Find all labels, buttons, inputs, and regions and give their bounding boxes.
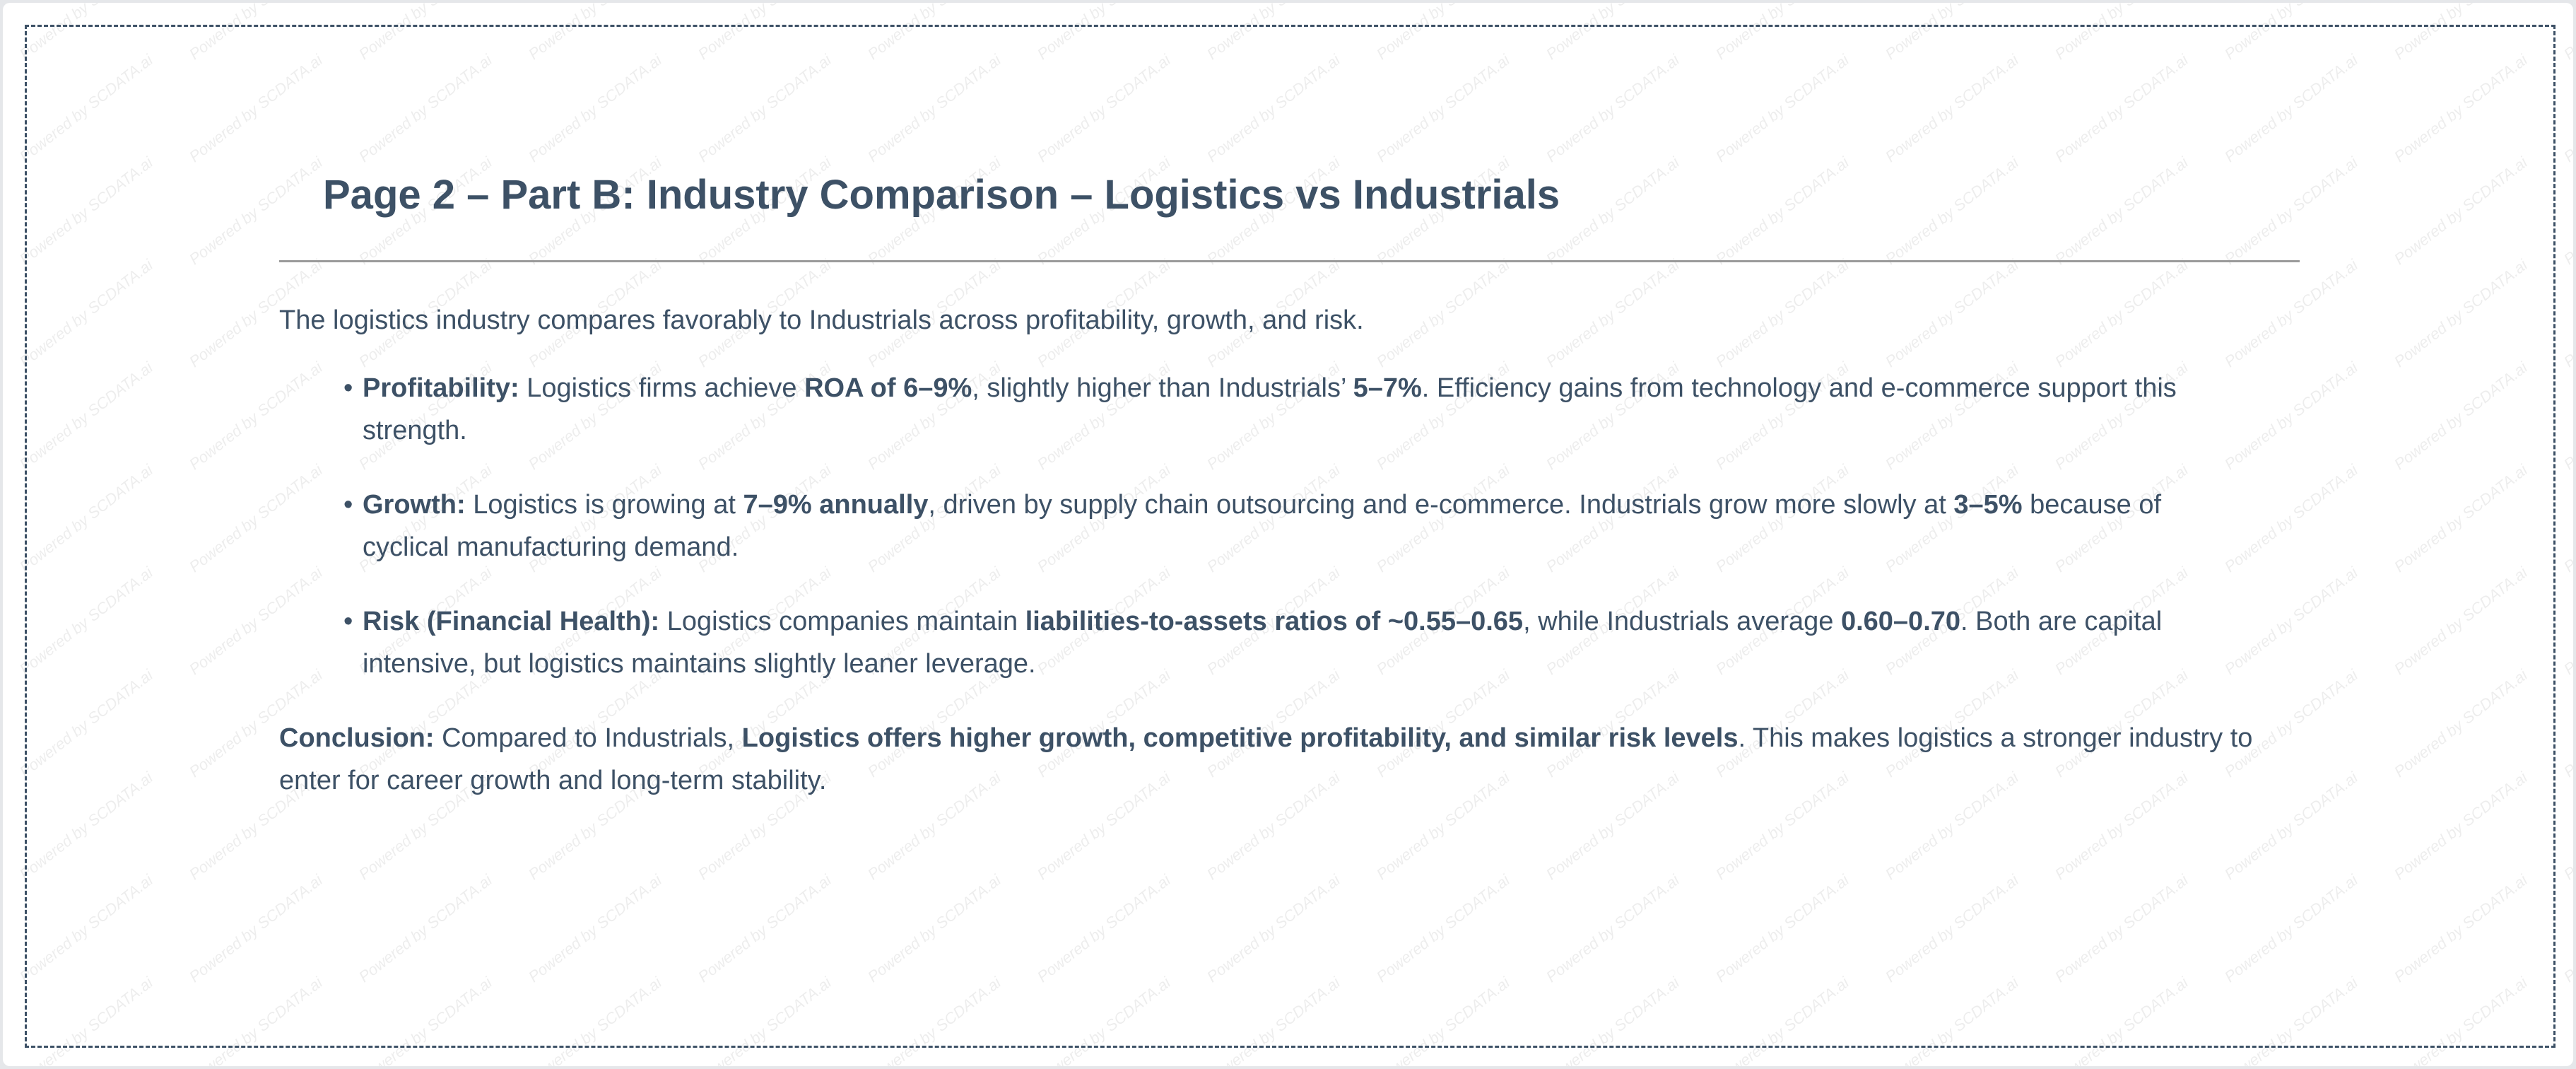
- watermark-text: Powered by SCDATA.ai: [2560, 461, 2573, 576]
- text: , driven by supply chain outsourcing and…: [928, 490, 1954, 520]
- bullet-label: Risk (Financial Health):: [363, 607, 660, 636]
- highlight: 0.60–0.70: [1840, 607, 1961, 636]
- bullet-label: Growth:: [363, 490, 466, 520]
- highlight: 3–5%: [1953, 490, 2023, 520]
- text: Logistics firms achieve: [519, 373, 805, 403]
- highlight: liabilities-to-assets ratios of ~0.55–0.…: [1025, 607, 1524, 636]
- bullet-label: Profitability:: [363, 373, 519, 403]
- page-title: Page 2 – Part B: Industry Comparison – L…: [323, 172, 1560, 218]
- highlight: ROA of 6–9%: [804, 373, 972, 403]
- watermark-text: Powered by SCDATA.ai: [2560, 358, 2573, 474]
- highlight: Logistics offers higher growth, competit…: [741, 723, 1739, 753]
- watermark-text: Powered by SCDATA.ai: [2560, 974, 2573, 1066]
- text: Logistics is growing at: [465, 490, 743, 520]
- watermark-text: Powered by SCDATA.ai: [2560, 563, 2573, 679]
- watermark-text: Powered by SCDATA.ai: [2560, 769, 2573, 884]
- text: . Both are capital intensive, but logist…: [363, 607, 2163, 679]
- highlight: 5–7%: [1353, 373, 1422, 403]
- comparison-list: Profitability: Logistics firms achieve R…: [279, 367, 2214, 685]
- watermark-text: Powered by SCDATA.ai: [2560, 3, 2573, 64]
- bullet-risk: Risk (Financial Health): Logistics compa…: [343, 600, 2214, 685]
- intro-paragraph: The logistics industry compares favorabl…: [279, 305, 1364, 335]
- watermark-text: Powered by SCDATA.ai: [2560, 871, 2573, 986]
- divider: [279, 260, 2300, 262]
- text: because of cyclical manufacturing demand…: [363, 490, 2162, 562]
- text: . This makes logistics a stronger indust…: [279, 723, 2253, 795]
- text: Compared to Industrials,: [434, 723, 742, 753]
- text: , while Industrials average: [1523, 607, 1841, 636]
- watermark-text: Powered by SCDATA.ai: [2560, 153, 2573, 269]
- dashed-frame: [25, 25, 2556, 1048]
- bullet-profitability: Profitability: Logistics firms achieve R…: [343, 367, 2214, 452]
- conclusion-paragraph: Conclusion: Compared to Industrials, Log…: [279, 717, 2293, 802]
- watermark-text: Powered by SCDATA.ai: [2560, 256, 2573, 371]
- text: , slightly higher than Industrials’: [972, 373, 1353, 403]
- watermark-text: Powered by SCDATA.ai: [2560, 51, 2573, 166]
- text: . Efficiency gains from technology and e…: [363, 373, 2177, 445]
- bullet-growth: Growth: Logistics is growing at 7–9% ann…: [343, 484, 2214, 568]
- document-content: Page 2 – Part B: Industry Comparison – L…: [279, 167, 2300, 802]
- conclusion-label: Conclusion:: [279, 723, 435, 753]
- highlight: 7–9% annually: [743, 490, 929, 520]
- document-card: Powered by SCDATA.ai Powered by SCDATA.ai…: [3, 3, 2573, 1066]
- text: Logistics companies maintain: [659, 607, 1025, 636]
- watermark-text: Powered by SCDATA.ai: [2560, 666, 2573, 781]
